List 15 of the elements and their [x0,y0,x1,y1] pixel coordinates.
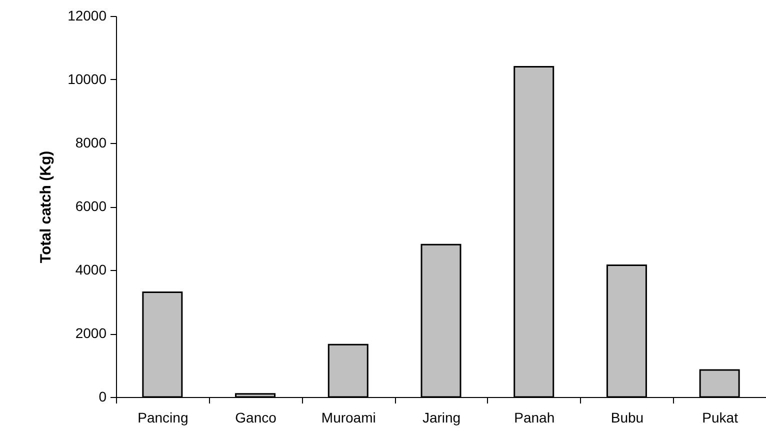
x-tick-label: Panah [514,410,555,426]
y-axis-title: Total catch (Kg) [38,150,55,264]
y-tick-label: 6000 [75,198,107,214]
x-tick-label: Muroami [321,410,376,426]
x-tick-label: Pancing [138,410,188,426]
y-tick-label: 2000 [75,325,107,341]
y-tick-label: 0 [98,388,107,404]
x-tick-label: Jaring [422,410,461,426]
x-tick-label: Pukat [702,410,738,426]
y-tick-label: 8000 [75,134,107,150]
x-tick-label: Ganco [235,410,277,426]
y-tick-label: 4000 [75,262,107,278]
y-tick-label: 10000 [68,71,107,87]
y-tick-label: 12000 [68,8,107,24]
x-tick-label: Bubu [610,410,644,426]
